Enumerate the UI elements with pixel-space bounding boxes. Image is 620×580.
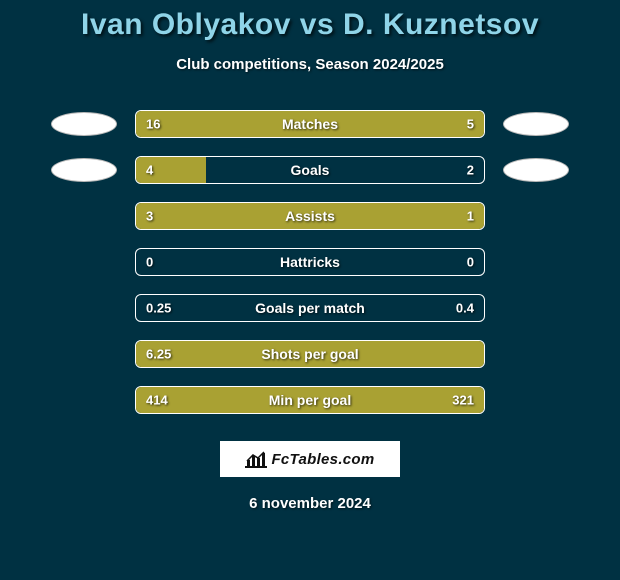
player2-name: D. Kuznetsov xyxy=(343,8,539,41)
stat-label: Hattricks xyxy=(280,254,340,270)
stat-value-left: 6.25 xyxy=(146,347,171,362)
stat-label: Matches xyxy=(282,116,338,132)
stat-bar: Min per goal 414 321 xyxy=(135,386,485,414)
stat-bar: Shots per goal 6.25 xyxy=(135,340,485,368)
stat-value-left: 16 xyxy=(146,117,160,132)
subtitle: Club competitions, Season 2024/2025 xyxy=(0,56,620,73)
stat-bar: Assists 3 1 xyxy=(135,202,485,230)
team-badge-left xyxy=(51,112,117,136)
team-badge-right xyxy=(503,158,569,182)
stat-rows: Matches 16 5 Goals 4 2 Assists 3 1 Hattricks 0 0 Goa… xyxy=(0,101,620,423)
stat-bar: Goals 4 2 xyxy=(135,156,485,184)
stat-label: Shots per goal xyxy=(261,346,358,362)
team-badge-right xyxy=(503,112,569,136)
stat-label: Goals per match xyxy=(255,300,365,316)
stat-row: Min per goal 414 321 xyxy=(0,377,620,423)
stat-value-right: 0 xyxy=(467,255,474,270)
stat-value-right: 321 xyxy=(452,393,474,408)
brand-text: FcTables.com xyxy=(271,451,374,468)
stat-bar: Goals per match 0.25 0.4 xyxy=(135,294,485,322)
brand-badge: FcTables.com xyxy=(220,441,400,477)
stat-row: Goals per match 0.25 0.4 xyxy=(0,285,620,331)
stat-value-left: 3 xyxy=(146,209,153,224)
stat-row: Goals 4 2 xyxy=(0,147,620,193)
stat-value-left: 4 xyxy=(146,163,153,178)
vs-label: vs xyxy=(300,8,334,41)
stat-value-left: 0 xyxy=(146,255,153,270)
chart-icon xyxy=(245,450,267,468)
stat-bar: Matches 16 5 xyxy=(135,110,485,138)
stat-label: Goals xyxy=(291,162,330,178)
stat-value-left: 0.25 xyxy=(146,301,171,316)
player1-name: Ivan Oblyakov xyxy=(81,8,291,41)
comparison-infographic: Ivan Oblyakov vs D. Kuznetsov Club compe… xyxy=(0,0,620,580)
bar-fill-left xyxy=(136,203,390,229)
stat-row: Shots per goal 6.25 xyxy=(0,331,620,377)
stat-value-right: 1 xyxy=(467,209,474,224)
stat-value-right: 2 xyxy=(467,163,474,178)
page-title: Ivan Oblyakov vs D. Kuznetsov xyxy=(0,8,620,42)
team-badge-left xyxy=(51,158,117,182)
stat-row: Assists 3 1 xyxy=(0,193,620,239)
footer-date: 6 november 2024 xyxy=(0,495,620,512)
stat-bar: Hattricks 0 0 xyxy=(135,248,485,276)
stat-row: Hattricks 0 0 xyxy=(0,239,620,285)
bar-fill-left xyxy=(136,111,390,137)
stat-label: Assists xyxy=(285,208,335,224)
stat-row: Matches 16 5 xyxy=(0,101,620,147)
stat-value-left: 414 xyxy=(146,393,168,408)
stat-value-right: 5 xyxy=(467,117,474,132)
stat-value-right: 0.4 xyxy=(456,301,474,316)
stat-label: Min per goal xyxy=(269,392,351,408)
